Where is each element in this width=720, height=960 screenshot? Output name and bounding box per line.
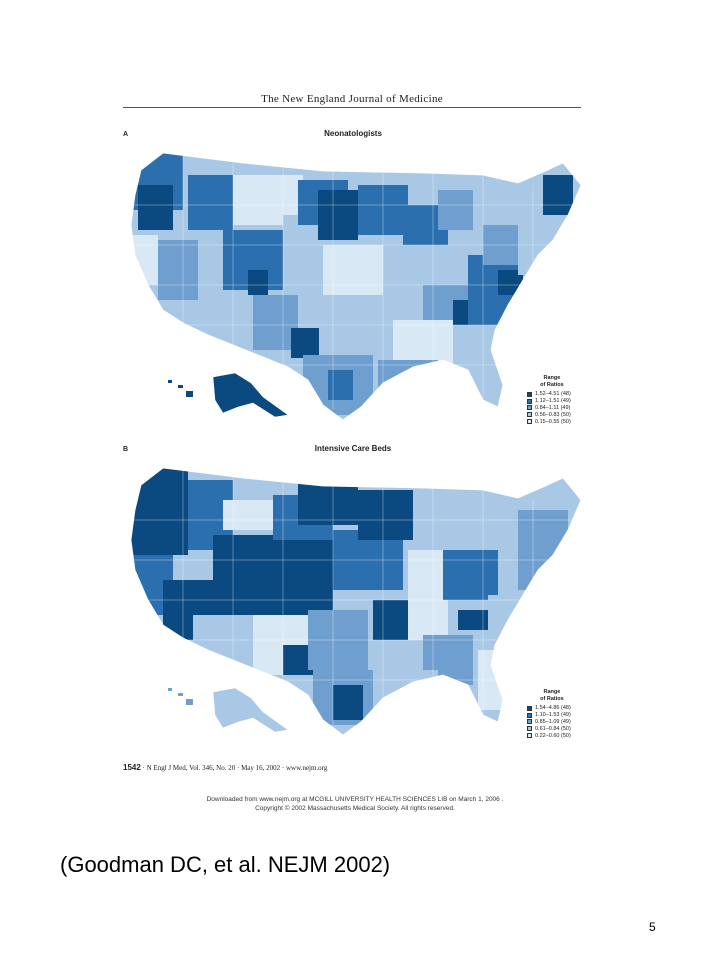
- panel-a-legend: Range of Ratios 1.52–4.51 (48) 1.12–1.51…: [527, 375, 571, 425]
- legend-title-ratios: of Ratios: [540, 696, 564, 702]
- legend-item: 0.84–1.11 (49): [527, 405, 571, 412]
- journal-footer: 1542 · N Engl J Med, Vol. 346, No. 20 · …: [123, 763, 583, 772]
- download-note: Downloaded from www.nejm.org at MCGILL U…: [120, 795, 590, 813]
- legend-item: 0.61–0.84 (50): [527, 725, 571, 732]
- legend-item: 0.15–0.55 (50): [527, 418, 571, 425]
- legend-item: 1.12–1.51 (49): [527, 398, 571, 405]
- legend-item: 0.56–0.83 (50): [527, 411, 571, 418]
- panel-b-title: Intensive Care Beds: [314, 444, 392, 453]
- copyright-line: Copyright © 2002 Massachusetts Medical S…: [255, 805, 455, 812]
- legend-item: 1.54–4.86 (48): [527, 705, 571, 712]
- legend-title-ratios: of Ratios: [540, 382, 564, 388]
- panel-b-letter: B: [123, 446, 129, 453]
- panel-a-letter: A: [123, 131, 129, 138]
- slide-citation: (Goodman DC, et al. NEJM 2002): [60, 852, 391, 877]
- slide-page-number: 5: [649, 920, 656, 934]
- legend-title-range: Range: [543, 689, 561, 695]
- panel-b-legend: Range of Ratios 1.54–4.86 (48) 1.10–1.53…: [527, 689, 571, 739]
- header-rule: [123, 107, 581, 108]
- panel-a-title: Neonatologists: [324, 129, 382, 138]
- neonatologists-map: [130, 152, 582, 421]
- download-line: Downloaded from www.nejm.org at MCGILL U…: [206, 796, 504, 803]
- citation-line: · N Engl J Med, Vol. 346, No. 20 · May 1…: [142, 764, 328, 772]
- legend-title-range: Range: [543, 375, 561, 381]
- intensive-care-beds-map: [130, 467, 582, 736]
- journal-header: The New England Journal of Medicine: [261, 93, 443, 105]
- legend-item: 1.52–4.51 (48): [527, 391, 571, 398]
- legend-item: 0.22–0.60 (50): [527, 732, 571, 739]
- legend-item: 1.10–1.53 (49): [527, 712, 571, 719]
- legend-item: 0.85–1.09 (49): [527, 719, 571, 726]
- page-number-journal: 1542: [123, 763, 141, 772]
